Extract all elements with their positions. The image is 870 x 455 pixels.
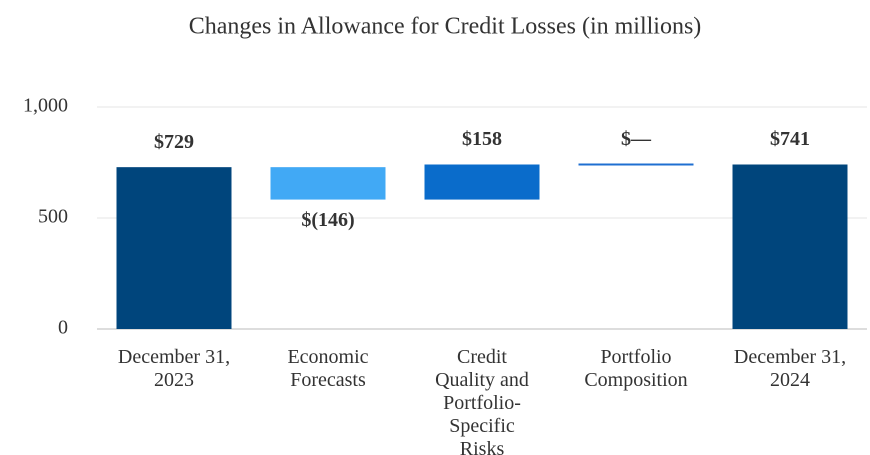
bar: [732, 164, 848, 329]
chart-title: Changes in Allowance for Credit Losses (…: [189, 14, 702, 40]
bar: [116, 167, 232, 329]
x-tick-label: December 31, 2024: [733, 346, 847, 391]
data-label: $—: [621, 128, 652, 150]
x-tick-label: Economic Forecasts: [287, 346, 369, 391]
data-label: $158: [462, 128, 502, 150]
data-label: $741: [770, 128, 810, 150]
x-tick-label: Credit Quality and Portfolio-Specific Ri…: [435, 346, 529, 455]
y-tick-label: 1,000: [23, 95, 68, 117]
bar: [270, 167, 386, 200]
bar: [424, 164, 540, 200]
y-tick-label: 500: [38, 206, 68, 228]
x-tick-label: Portfolio Composition: [584, 346, 688, 391]
data-label: $(146): [301, 209, 354, 231]
x-tick-label: December 31, 2023: [117, 346, 231, 391]
data-label: $729: [154, 131, 194, 153]
y-tick-label: 0: [58, 317, 68, 339]
